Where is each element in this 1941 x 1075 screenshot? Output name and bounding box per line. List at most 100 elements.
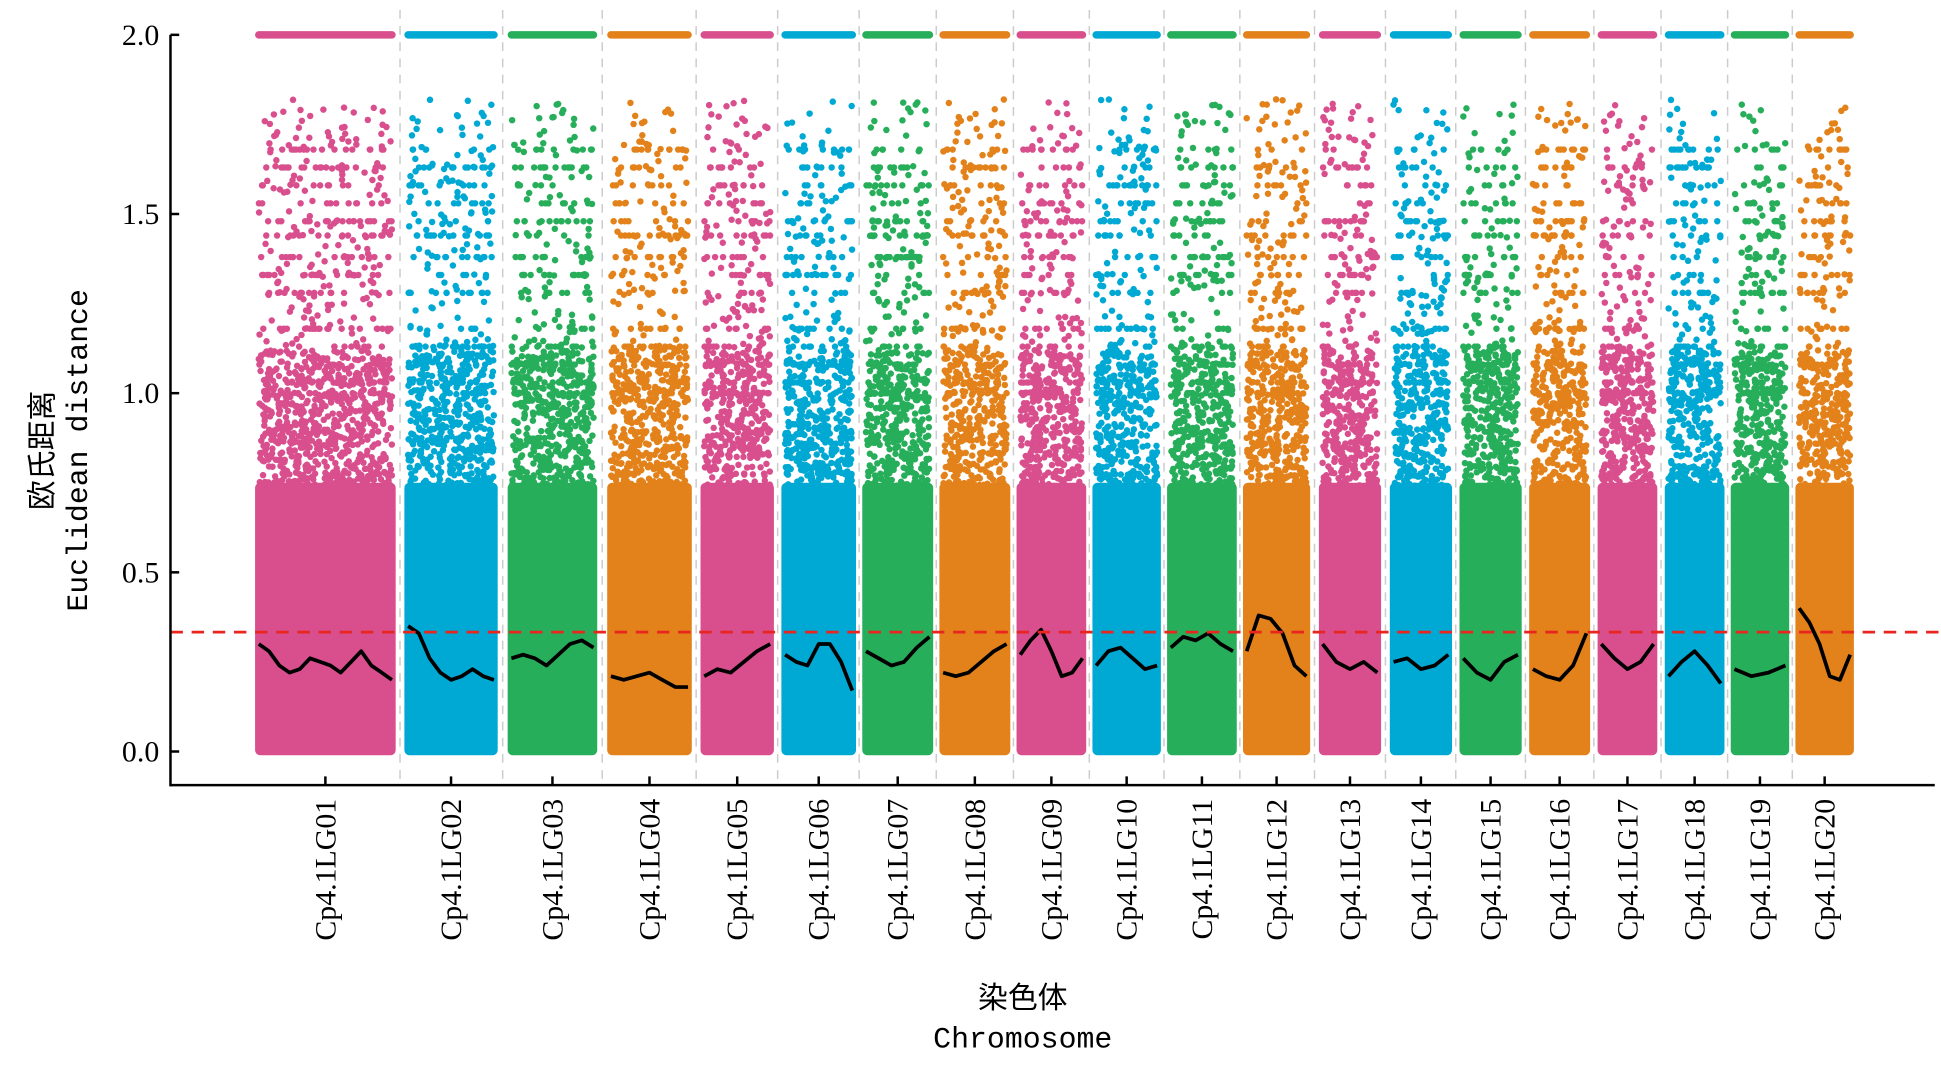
data-point bbox=[870, 289, 878, 297]
data-point bbox=[585, 232, 592, 239]
data-point bbox=[630, 471, 638, 479]
data-point bbox=[474, 457, 482, 464]
data-point bbox=[655, 434, 663, 441]
data-point bbox=[897, 146, 905, 153]
data-point bbox=[707, 164, 714, 171]
data-point bbox=[571, 133, 578, 141]
data-point bbox=[441, 386, 449, 394]
data-point bbox=[332, 200, 340, 207]
data-point bbox=[922, 232, 930, 239]
data-point bbox=[578, 325, 586, 332]
data-point bbox=[737, 289, 745, 297]
data-point bbox=[463, 241, 471, 248]
data-point bbox=[708, 372, 715, 379]
data-point bbox=[882, 313, 890, 321]
data-point bbox=[340, 414, 347, 422]
data-point bbox=[546, 391, 553, 398]
data-point bbox=[741, 303, 749, 310]
data-point bbox=[726, 436, 733, 443]
data-point bbox=[705, 381, 712, 389]
data-point bbox=[407, 470, 415, 478]
data-point bbox=[350, 217, 357, 225]
data-point bbox=[359, 281, 366, 288]
data-point bbox=[672, 336, 680, 343]
data-point bbox=[589, 338, 596, 346]
data-point bbox=[275, 456, 282, 464]
data-point bbox=[890, 182, 898, 189]
data-point bbox=[822, 454, 830, 461]
data-point bbox=[784, 230, 792, 238]
data-point bbox=[471, 343, 478, 350]
data-point bbox=[533, 146, 541, 153]
data-point bbox=[304, 497, 311, 504]
data-point bbox=[766, 468, 774, 475]
data-point bbox=[681, 355, 689, 362]
data-point bbox=[701, 217, 708, 225]
data-point bbox=[341, 366, 349, 373]
data-point bbox=[357, 222, 365, 230]
data-point bbox=[430, 448, 438, 455]
data-point bbox=[570, 121, 577, 129]
data-point bbox=[657, 182, 665, 189]
data-point bbox=[782, 384, 789, 391]
data-point bbox=[727, 368, 735, 376]
data-point bbox=[630, 458, 637, 466]
data-point bbox=[870, 99, 878, 106]
data-point bbox=[571, 361, 579, 368]
data-point bbox=[484, 404, 491, 411]
data-point bbox=[303, 157, 310, 165]
data-point bbox=[280, 438, 287, 445]
data-point bbox=[283, 260, 291, 268]
data-point bbox=[413, 387, 421, 394]
data-point bbox=[271, 479, 278, 486]
data-point bbox=[306, 302, 313, 309]
data-point bbox=[564, 446, 572, 453]
data-point bbox=[525, 393, 533, 401]
data-point bbox=[261, 422, 268, 429]
data-point bbox=[522, 495, 530, 503]
data-point bbox=[347, 405, 355, 413]
data-point bbox=[407, 497, 415, 504]
data-point bbox=[480, 343, 488, 350]
data-point bbox=[922, 107, 929, 114]
data-point bbox=[868, 232, 875, 239]
data-point bbox=[868, 261, 875, 269]
data-point bbox=[788, 289, 796, 297]
data-point bbox=[610, 393, 617, 401]
data-point bbox=[917, 200, 924, 207]
data-point bbox=[810, 217, 817, 225]
data-point bbox=[332, 459, 339, 467]
data-point bbox=[378, 343, 386, 350]
data-point bbox=[308, 227, 315, 235]
data-point bbox=[353, 369, 361, 377]
data-point bbox=[629, 337, 637, 345]
data-point bbox=[813, 271, 821, 279]
data-point bbox=[376, 261, 383, 269]
data-point bbox=[733, 142, 741, 150]
data-point bbox=[704, 232, 711, 239]
data-point bbox=[871, 183, 879, 190]
data-point bbox=[314, 251, 322, 258]
data-point bbox=[710, 343, 717, 350]
data-point bbox=[517, 453, 525, 461]
data-point bbox=[728, 262, 735, 269]
data-point bbox=[547, 451, 555, 459]
data-point bbox=[405, 435, 412, 443]
data-point bbox=[825, 213, 832, 220]
data-point bbox=[911, 478, 918, 486]
data-point bbox=[487, 432, 494, 439]
data-point bbox=[828, 296, 835, 303]
data-point bbox=[345, 458, 353, 465]
data-point bbox=[757, 464, 764, 471]
data-point bbox=[683, 434, 691, 441]
data-point bbox=[787, 313, 794, 321]
data-point bbox=[458, 495, 466, 502]
data-point bbox=[824, 423, 832, 430]
data-point bbox=[666, 215, 673, 223]
data-point bbox=[846, 386, 853, 394]
data-point bbox=[922, 312, 930, 319]
data-point bbox=[806, 409, 813, 416]
data-point bbox=[912, 354, 920, 362]
data-point bbox=[632, 356, 640, 364]
data-point bbox=[436, 126, 444, 134]
